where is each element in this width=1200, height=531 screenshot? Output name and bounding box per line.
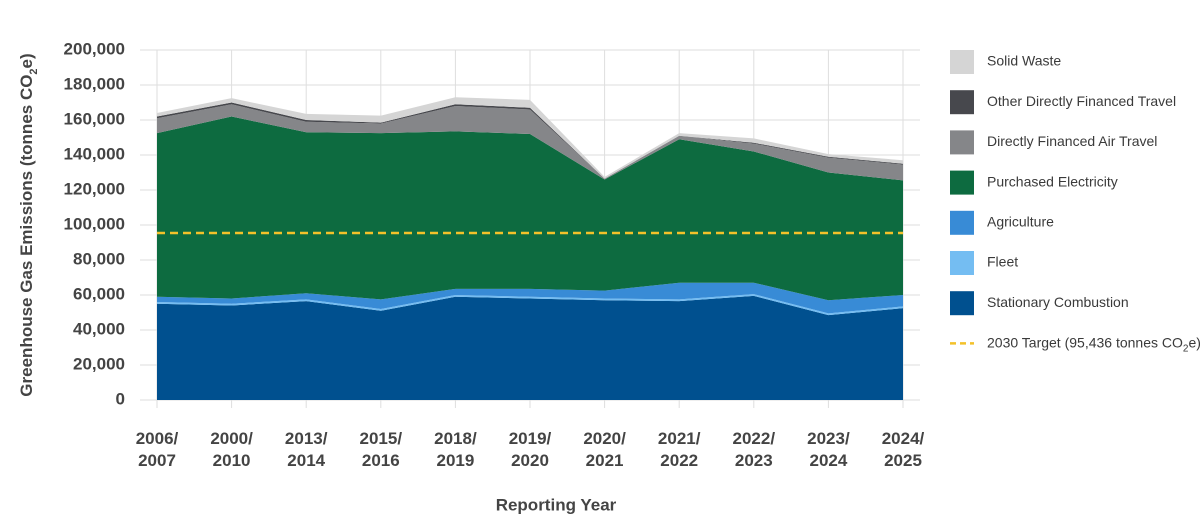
y-tick-label: 120,000 — [64, 179, 125, 198]
legend-label: Fleet — [987, 254, 1018, 270]
y-axis-title-part: Greenhouse Gas Emissions (tonnes CO — [17, 75, 36, 397]
x-tick-line: 2023/ — [807, 429, 850, 448]
x-tick-line: 2019/ — [509, 429, 552, 448]
x-tick-line: 2000/ — [210, 429, 253, 448]
x-tick-label: 2006/2007 — [136, 429, 179, 470]
y-axis-title: Greenhouse Gas Emissions (tonnes CO2e) — [17, 53, 39, 396]
x-tick-line: 2016 — [362, 451, 400, 470]
x-tick-line: 2021 — [586, 451, 624, 470]
x-tick-label: 2013/2014 — [285, 429, 328, 470]
y-tick-label: 180,000 — [64, 74, 125, 93]
x-tick-label: 2015/2016 — [360, 429, 403, 470]
x-tick-line: 2006/ — [136, 429, 179, 448]
x-tick-line: 2021/ — [658, 429, 701, 448]
x-tick-line: 2015/ — [360, 429, 403, 448]
x-tick-line: 2020 — [511, 451, 549, 470]
y-tick-label: 80,000 — [73, 249, 125, 268]
area — [157, 294, 903, 316]
y-axis-title-sub: 2 — [28, 68, 40, 74]
area — [157, 104, 903, 181]
legend-label-part: e) — [1188, 334, 1200, 350]
x-tick-line: 2018/ — [434, 429, 477, 448]
legend-swatch — [950, 210, 974, 235]
area — [157, 282, 903, 314]
legend-swatch — [950, 251, 974, 275]
y-axis-title-part: e) — [17, 53, 36, 68]
x-tick-label: 2020/2021 — [583, 429, 626, 470]
x-tick-line: 2022/ — [733, 429, 776, 448]
legend-label: Agriculture — [987, 214, 1054, 230]
x-tick-label: 2023/2024 — [807, 429, 850, 470]
x-tick-line: 2010 — [213, 451, 251, 470]
area — [157, 102, 903, 179]
legend-label: Purchased Electricity — [987, 173, 1118, 189]
legend-label: Solid Waste — [987, 53, 1061, 69]
legend-swatch — [950, 130, 974, 155]
y-tick-label: 60,000 — [73, 284, 125, 303]
x-tick-line: 2019 — [436, 451, 474, 470]
y-tick-label: 100,000 — [64, 214, 125, 233]
x-tick-label: 2000/2010 — [210, 429, 253, 470]
legend-label-part: 2030 Target (95,436 tonnes CO — [987, 334, 1183, 350]
x-tick-line: 2014 — [287, 451, 325, 470]
x-tick-line: 2024 — [809, 451, 847, 470]
legend-label: Directly Financed Air Travel — [987, 133, 1157, 149]
x-tick-line: 2007 — [138, 451, 176, 470]
x-tick-line: 2025 — [884, 451, 922, 470]
x-tick-line: 2013/ — [285, 429, 328, 448]
legend-swatch — [950, 50, 974, 74]
legend-swatch — [950, 291, 974, 316]
legend-swatch — [950, 90, 974, 115]
x-tick-label: 2018/2019 — [434, 429, 477, 470]
legend-label-part: 2 — [1183, 344, 1189, 355]
y-tick-label: 140,000 — [64, 144, 125, 163]
y-tick-label: 160,000 — [64, 109, 125, 128]
legend-label: Other Directly Financed Travel — [987, 93, 1176, 109]
y-tick-label: 0 — [116, 389, 125, 408]
x-tick-label: 2024/2025 — [882, 429, 925, 470]
x-tick-label: 2019/2020 — [509, 429, 552, 470]
y-tick-label: 40,000 — [73, 319, 125, 338]
x-axis-title: Reporting Year — [496, 495, 617, 514]
area — [157, 97, 903, 179]
x-tick-line: 2024/ — [882, 429, 925, 448]
legend-label: 2030 Target (95,436 tonnes CO2e) — [987, 334, 1200, 354]
x-tick-label: 2022/2023 — [733, 429, 776, 470]
y-tick-label: 20,000 — [73, 354, 125, 373]
x-tick-label: 2021/2022 — [658, 429, 701, 470]
x-tick-line: 2022 — [660, 451, 698, 470]
x-tick-line: 2020/ — [583, 429, 626, 448]
area — [157, 116, 903, 301]
legend-label: Stationary Combustion — [987, 294, 1129, 310]
legend-swatch — [950, 170, 974, 195]
area — [157, 295, 903, 400]
y-tick-label: 200,000 — [64, 39, 125, 58]
x-tick-line: 2023 — [735, 451, 773, 470]
